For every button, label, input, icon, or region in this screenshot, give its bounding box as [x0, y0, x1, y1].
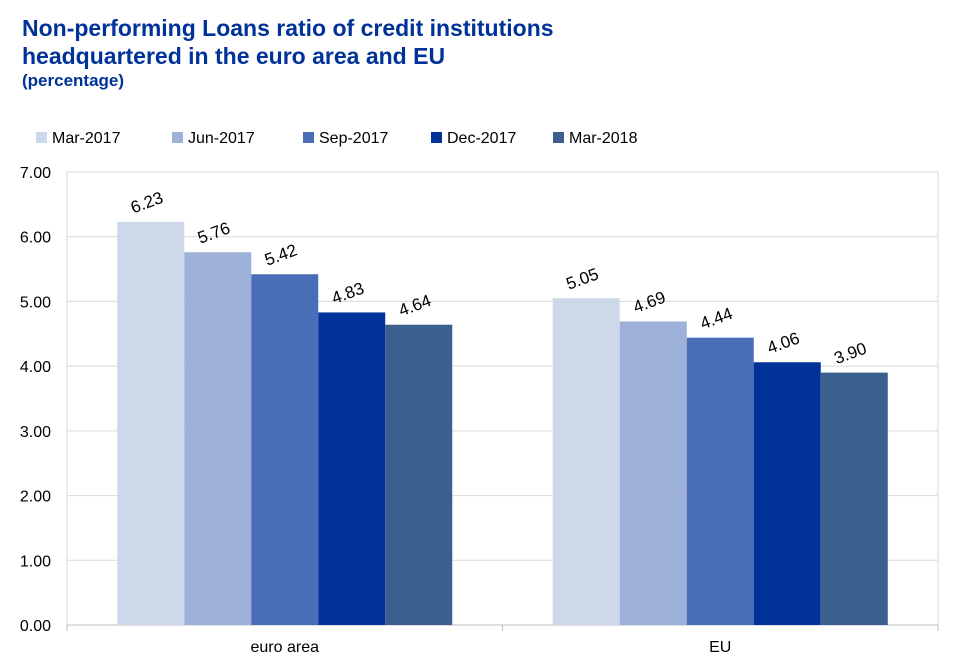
chart-title-line-2: headquartered in the euro area and EU: [22, 43, 446, 69]
chart-subtitle: (percentage): [22, 71, 125, 90]
data-label: 5.42: [262, 240, 300, 269]
bar: [753, 362, 821, 625]
category-label: euro area: [251, 639, 320, 656]
data-label: 5.05: [564, 264, 602, 293]
category-label: EU: [709, 639, 731, 656]
bar: [619, 321, 687, 625]
bar: [251, 274, 319, 625]
chart-title-line-1: Non-performing Loans ratio of credit ins…: [22, 15, 554, 41]
bar: [686, 337, 754, 625]
legend-swatch: [172, 132, 183, 143]
y-tick-label: 3.00: [20, 424, 51, 441]
data-label: 4.64: [396, 291, 434, 320]
data-label: 4.44: [698, 304, 736, 333]
bar: [184, 252, 252, 625]
y-tick-label: 1.00: [20, 553, 51, 570]
bar: [385, 324, 453, 625]
data-label: 4.69: [631, 288, 669, 317]
y-tick-label: 2.00: [20, 489, 51, 506]
data-label: 4.06: [765, 329, 803, 358]
chart-title-block: Non-performing Loans ratio of credit ins…: [22, 14, 554, 92]
y-tick-label: 7.00: [20, 165, 51, 182]
bar: [318, 312, 386, 625]
legend-swatch: [36, 132, 47, 143]
y-tick-label: 0.00: [20, 618, 51, 635]
y-tick-label: 5.00: [20, 294, 51, 311]
y-tick-label: 6.00: [20, 230, 51, 247]
legend-label: Sep-2017: [319, 130, 388, 147]
data-label: 3.90: [832, 339, 870, 368]
y-tick-label: 4.00: [20, 359, 51, 376]
data-label: 6.23: [128, 188, 166, 217]
data-label: 5.76: [195, 218, 233, 247]
legend-swatch: [431, 132, 442, 143]
legend-label: Mar-2017: [52, 130, 121, 147]
legend-swatch: [553, 132, 564, 143]
bar: [552, 298, 620, 625]
data-label: 4.83: [329, 279, 367, 308]
data-labels: 6.23 5.76 5.42 4.83 4.64 5.05 4.69 4.44 4.06 3.90: [128, 188, 869, 368]
bar: [117, 221, 185, 625]
bar: [820, 372, 888, 625]
legend: Mar-2017 Jun-2017 Sep-2017 Dec-2017 Mar-2018: [36, 130, 638, 147]
bars: [117, 221, 888, 625]
legend-label: Jun-2017: [188, 130, 255, 147]
legend-label: Dec-2017: [447, 130, 516, 147]
legend-swatch: [303, 132, 314, 143]
legend-label: Mar-2018: [569, 130, 638, 147]
